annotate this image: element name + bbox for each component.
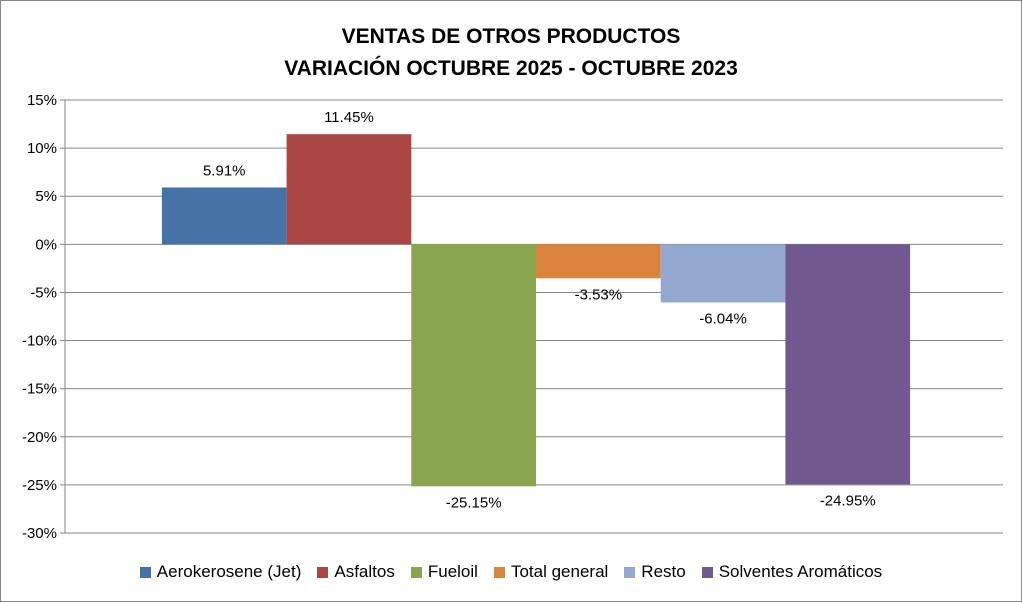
legend-label: Solventes Aromáticos [718, 562, 883, 581]
legend-label: Asfaltos [334, 562, 395, 581]
legend-swatch [624, 566, 636, 578]
y-tick-label: -15% [22, 381, 57, 398]
data-label: 11.45% [324, 109, 374, 126]
y-tick-label: 15% [27, 92, 57, 109]
bar-total-general [536, 244, 661, 279]
data-label: -6.04% [699, 310, 747, 327]
chart-subtitle: VARIACIÓN OCTUBRE 2025 - OCTUBRE 2023 [284, 57, 738, 80]
legend-swatch [701, 566, 713, 578]
y-tick-label: -25% [22, 477, 57, 494]
data-label: 5.91% [203, 162, 246, 179]
legend-item: Fueloil [410, 562, 478, 582]
legend-swatch [139, 566, 151, 578]
legend-label: Fueloil [427, 562, 478, 581]
legend-item: Total general [493, 562, 609, 582]
y-tick-label: 5% [35, 188, 57, 205]
chart-title: VENTAS DE OTROS PRODUCTOS [341, 25, 681, 48]
bar-fueloil [411, 244, 536, 487]
bar-aerokerosene-jet- [161, 187, 287, 245]
data-label: -25.15% [446, 494, 502, 511]
data-label: -3.53% [575, 286, 623, 303]
bar-resto [660, 244, 786, 303]
legend-swatch [317, 566, 329, 578]
legend-item: Asfaltos [317, 562, 395, 582]
legend-item: Resto [624, 562, 686, 582]
legend-swatch [410, 566, 422, 578]
bar-asfaltos [286, 134, 412, 245]
legend: Aerokerosene (Jet) Asfaltos Fueloil Total g… [0, 562, 1022, 582]
y-tick-label: -5% [30, 284, 57, 301]
legend-swatch [493, 566, 505, 578]
legend-label: Aerokerosene (Jet) [156, 562, 302, 581]
y-tick-label: 0% [35, 236, 57, 253]
legend-item: Solventes Aromáticos [701, 562, 883, 582]
y-tick-label: -10% [22, 333, 57, 350]
data-label: -24.95% [820, 492, 876, 509]
legend-label: Total general [510, 562, 609, 581]
y-tick-label: 10% [27, 140, 57, 157]
bar-solventes-arom-ticos [785, 244, 911, 485]
legend-label: Resto [641, 562, 686, 581]
y-tick-label: -20% [22, 429, 57, 446]
y-tick-label: -30% [22, 525, 57, 542]
legend-item: Aerokerosene (Jet) [139, 562, 302, 582]
